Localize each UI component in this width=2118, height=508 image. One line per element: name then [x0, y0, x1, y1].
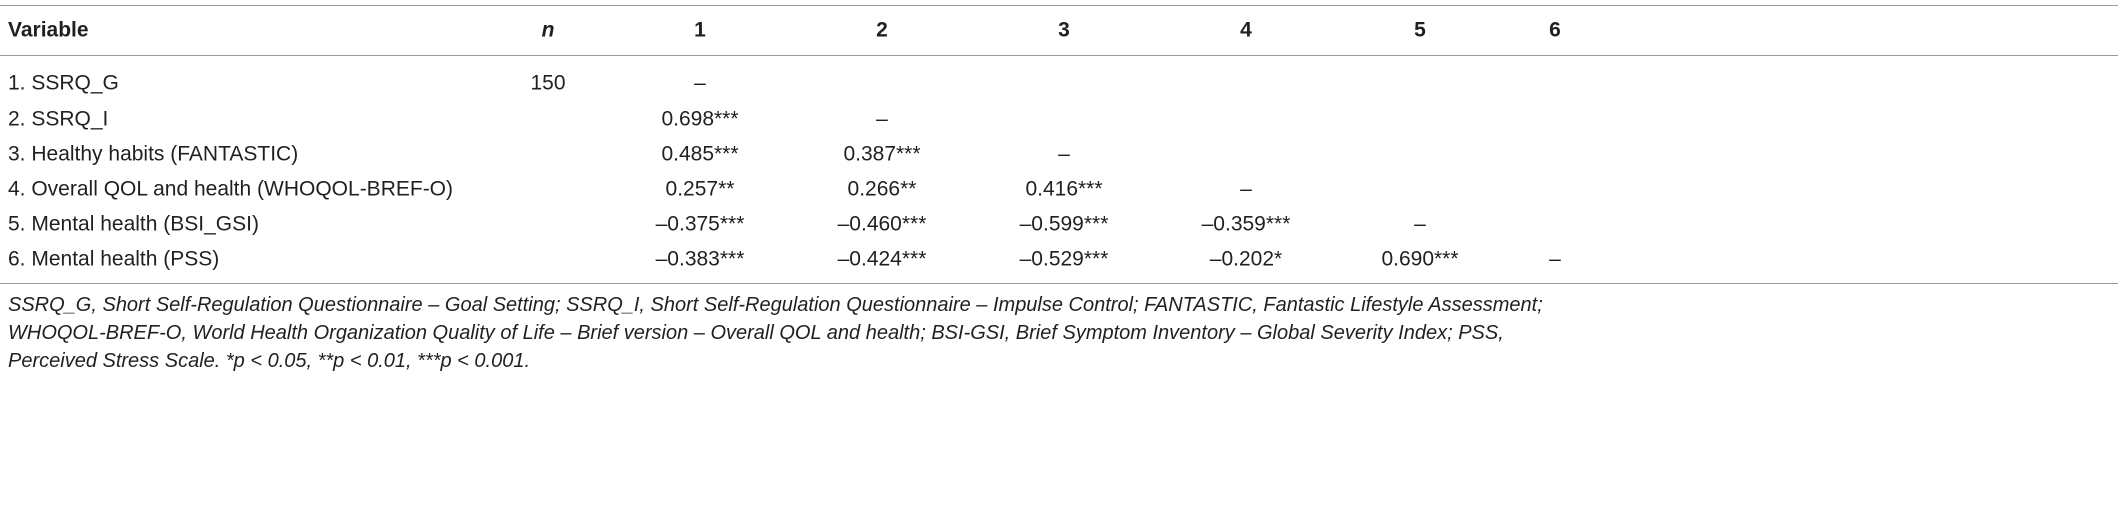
header-cell: n: [541, 18, 555, 42]
value-cell: 150: [530, 71, 566, 95]
variable-cell: 5. Mental health (BSI_GSI): [8, 212, 259, 236]
variable-cell: 6. Mental health (PSS): [8, 247, 220, 271]
value-cell: 0.690***: [1381, 247, 1459, 271]
value-cell: –0.383***: [655, 247, 745, 271]
header-cell: 1: [694, 18, 706, 42]
value-cell: –: [876, 107, 888, 131]
value-cell: –: [1549, 247, 1561, 271]
variable-cell: 4. Overall QOL and health (WHOQOL-BREF-O…: [8, 177, 454, 201]
value-cell: –0.359***: [1201, 212, 1291, 236]
value-cell: –0.375***: [655, 212, 745, 236]
header-rule: [0, 55, 2118, 56]
value-cell: –0.202*: [1209, 247, 1283, 271]
value-cell: –: [1240, 177, 1252, 201]
value-cell: 0.266**: [847, 177, 917, 201]
value-cell: –0.424***: [837, 247, 927, 271]
value-cell: –0.529***: [1019, 247, 1109, 271]
value-cell: –: [1414, 212, 1426, 236]
variable-cell: 2. SSRQ_I: [8, 107, 109, 131]
footnote-line: WHOQOL-BREF-O, World Health Organization…: [8, 322, 1504, 344]
header-cell: 5: [1414, 18, 1426, 42]
value-cell: –: [694, 71, 706, 95]
variable-cell: 3. Healthy habits (FANTASTIC): [8, 142, 299, 166]
bottom-rule: [0, 283, 2118, 284]
value-cell: 0.485***: [661, 142, 739, 166]
value-cell: –0.599***: [1019, 212, 1109, 236]
header-cell: 2: [876, 18, 888, 42]
header-cell: 3: [1058, 18, 1070, 42]
header-cell: 4: [1240, 18, 1252, 42]
value-cell: –: [1058, 142, 1070, 166]
value-cell: 0.698***: [661, 107, 739, 131]
value-cell: 0.257**: [665, 177, 735, 201]
value-cell: 0.387***: [843, 142, 921, 166]
value-cell: 0.416***: [1025, 177, 1103, 201]
value-cell: –0.460***: [837, 212, 927, 236]
header-cell: 6: [1549, 18, 1561, 42]
footnote-line: Perceived Stress Scale. *p < 0.05, **p <…: [8, 350, 531, 372]
variable-cell: 1. SSRQ_G: [8, 71, 119, 95]
top-rule: [0, 5, 2118, 6]
footnote-line: SSRQ_G, Short Self-Regulation Questionna…: [8, 294, 1543, 316]
header-cell: Variable: [8, 18, 89, 42]
